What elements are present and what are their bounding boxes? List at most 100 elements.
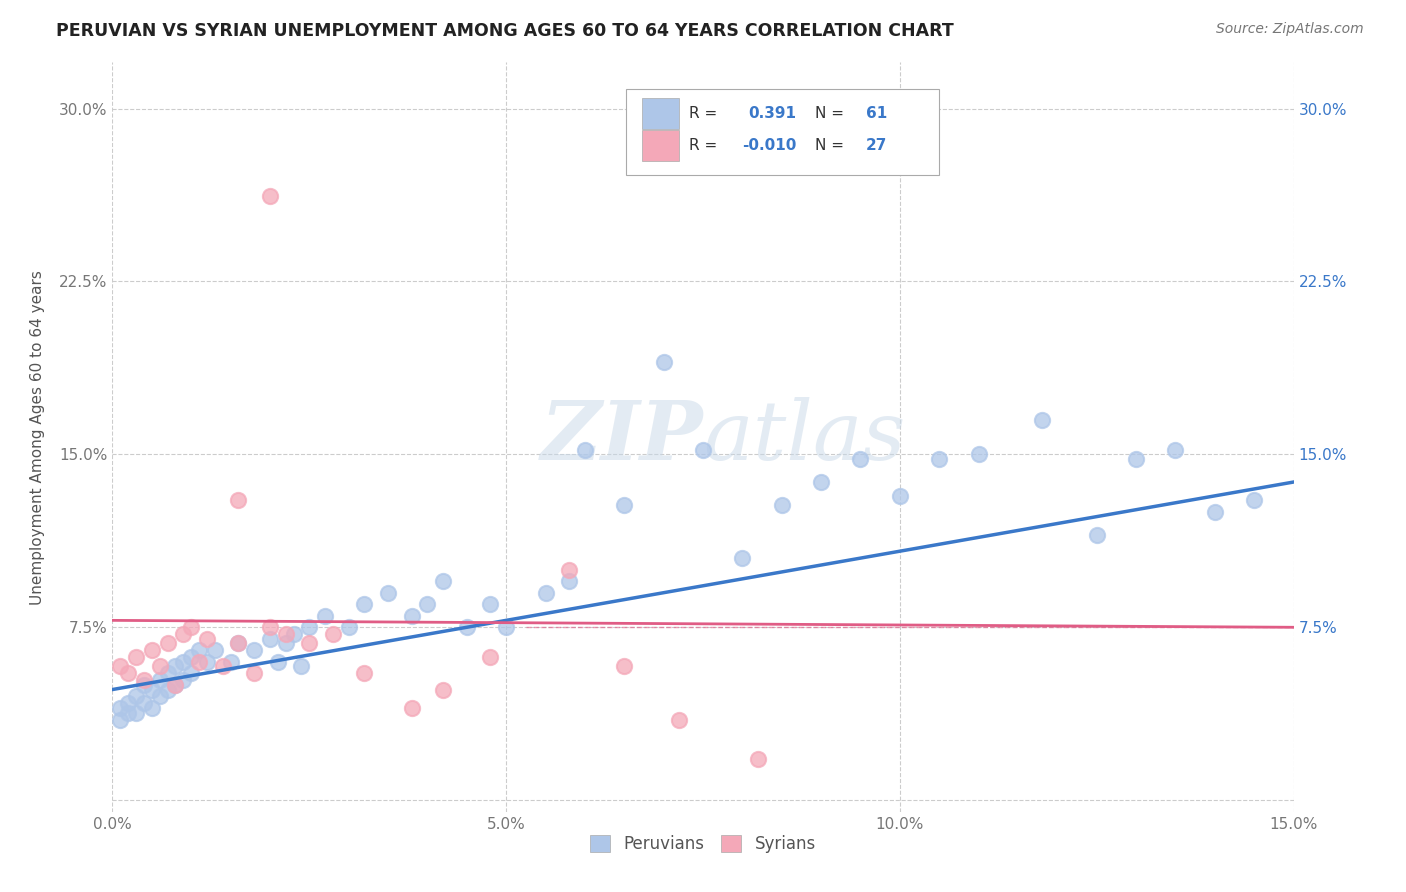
Point: [141, 682, 163, 697]
Text: Source: ZipAtlas.com: Source: ZipAtlas.com: [1216, 22, 1364, 37]
Point: [322, 627, 344, 641]
Point: [172, 655, 194, 669]
Point: [149, 690, 172, 704]
Point: [165, 678, 187, 692]
Point: [149, 673, 172, 688]
Point: [117, 697, 139, 711]
Point: [243, 643, 266, 657]
Point: [259, 632, 281, 646]
Point: [495, 620, 517, 634]
Point: [117, 706, 139, 720]
Point: [141, 643, 163, 657]
Point: [125, 706, 148, 720]
Point: [283, 627, 305, 641]
Point: [259, 189, 281, 203]
Point: [195, 655, 218, 669]
Point: [156, 636, 179, 650]
Point: [298, 620, 321, 634]
Legend: Peruvians, Syrians: Peruvians, Syrians: [583, 828, 823, 860]
Text: 0.391: 0.391: [748, 106, 796, 121]
Point: [156, 666, 179, 681]
Point: [1243, 493, 1265, 508]
Point: [314, 608, 336, 623]
Point: [243, 666, 266, 681]
Point: [188, 655, 211, 669]
Point: [416, 597, 439, 611]
Point: [810, 475, 832, 489]
Point: [849, 452, 872, 467]
Point: [770, 498, 793, 512]
Point: [574, 442, 596, 457]
Point: [188, 643, 211, 657]
FancyBboxPatch shape: [641, 97, 679, 129]
Text: N =: N =: [815, 106, 844, 121]
Point: [558, 563, 581, 577]
Point: [747, 752, 769, 766]
FancyBboxPatch shape: [626, 88, 939, 175]
Point: [172, 627, 194, 641]
Point: [1204, 505, 1226, 519]
Point: [110, 659, 132, 673]
Point: [889, 489, 911, 503]
Text: atlas: atlas: [703, 397, 905, 477]
Point: [652, 355, 675, 369]
Point: [204, 643, 226, 657]
Point: [228, 636, 250, 650]
Point: [132, 673, 155, 688]
Point: [149, 659, 172, 673]
Point: [401, 701, 423, 715]
Point: [353, 666, 375, 681]
Point: [613, 498, 636, 512]
Point: [165, 659, 187, 673]
Point: [195, 632, 218, 646]
Point: [228, 493, 250, 508]
Point: [228, 636, 250, 650]
Point: [180, 620, 202, 634]
Point: [298, 636, 321, 650]
Point: [432, 574, 454, 589]
Point: [1085, 528, 1108, 542]
Point: [165, 678, 187, 692]
Text: ZIP: ZIP: [540, 397, 703, 477]
Point: [267, 655, 290, 669]
Point: [117, 666, 139, 681]
Point: [259, 620, 281, 634]
Point: [125, 690, 148, 704]
Point: [125, 650, 148, 665]
Point: [290, 659, 312, 673]
Point: [534, 585, 557, 599]
Point: [141, 701, 163, 715]
Point: [558, 574, 581, 589]
Point: [967, 447, 990, 461]
Point: [274, 627, 297, 641]
Point: [377, 585, 399, 599]
Point: [132, 697, 155, 711]
Point: [172, 673, 194, 688]
Point: [110, 713, 132, 727]
Point: [211, 659, 233, 673]
Point: [731, 551, 754, 566]
Point: [1164, 442, 1187, 457]
Point: [180, 666, 202, 681]
Point: [1031, 413, 1053, 427]
Point: [432, 682, 454, 697]
Y-axis label: Unemployment Among Ages 60 to 64 years: Unemployment Among Ages 60 to 64 years: [31, 269, 45, 605]
Point: [219, 655, 242, 669]
Point: [337, 620, 360, 634]
Point: [1125, 452, 1147, 467]
Point: [928, 452, 950, 467]
Point: [401, 608, 423, 623]
Point: [110, 701, 132, 715]
Text: -0.010: -0.010: [742, 138, 796, 153]
Text: N =: N =: [815, 138, 844, 153]
Text: 61: 61: [866, 106, 887, 121]
Point: [156, 682, 179, 697]
Text: R =: R =: [689, 138, 717, 153]
Point: [132, 678, 155, 692]
Text: R =: R =: [689, 106, 717, 121]
Text: PERUVIAN VS SYRIAN UNEMPLOYMENT AMONG AGES 60 TO 64 YEARS CORRELATION CHART: PERUVIAN VS SYRIAN UNEMPLOYMENT AMONG AG…: [56, 22, 955, 40]
Point: [479, 650, 502, 665]
Point: [613, 659, 636, 673]
Point: [353, 597, 375, 611]
Point: [692, 442, 714, 457]
